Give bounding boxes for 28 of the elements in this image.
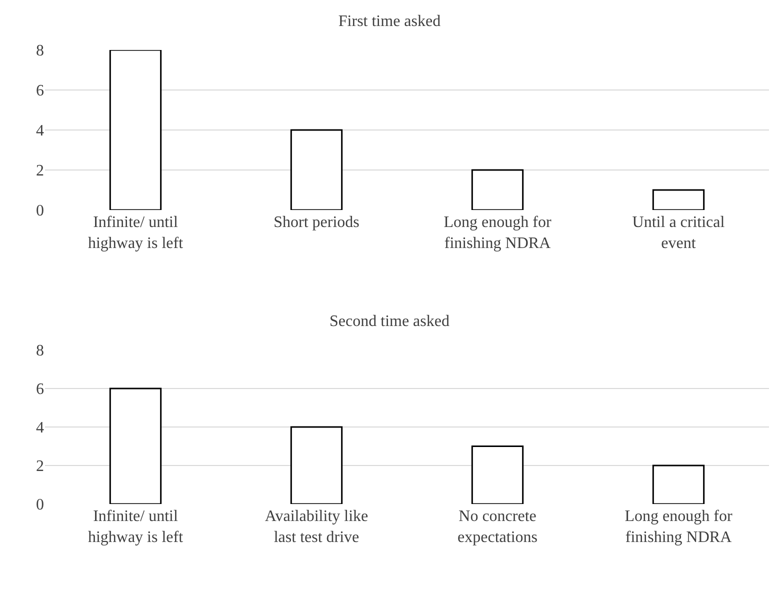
bar [290, 129, 343, 210]
bar [652, 189, 705, 210]
x-tick-label: Short periods [274, 214, 360, 231]
y-tick-label: 0 [36, 202, 44, 220]
bar [290, 426, 343, 504]
chart-title: Second time asked [330, 312, 450, 330]
bar [471, 169, 524, 210]
x-tick-label: Infinite/ until highway is left [88, 508, 184, 546]
x-tick-label: No concrete expectations [458, 508, 538, 546]
x-tick-label: Long enough for finishing NDRA [624, 508, 733, 546]
y-tick-label: 8 [36, 342, 44, 360]
bar [109, 388, 162, 504]
chart-title: First time asked [338, 13, 441, 30]
y-tick-label: 0 [36, 496, 44, 514]
x-tick-label: Long enough for finishing NDRA [444, 214, 552, 252]
bar [109, 50, 162, 210]
y-tick-label: 4 [36, 122, 44, 140]
x-tick-label: Availability like last test drive [264, 508, 368, 546]
bar [471, 446, 524, 504]
y-tick-label: 8 [36, 42, 44, 60]
x-tick-label: Infinite/ until highway is left [88, 214, 184, 252]
y-tick-label: 2 [36, 162, 44, 180]
x-tick-label: Until a critical event [632, 214, 726, 252]
y-tick-label: 6 [36, 82, 44, 100]
y-tick-label: 2 [36, 458, 44, 476]
bar [652, 464, 705, 504]
y-tick-label: 6 [36, 381, 44, 398]
y-tick-label: 4 [36, 420, 44, 437]
